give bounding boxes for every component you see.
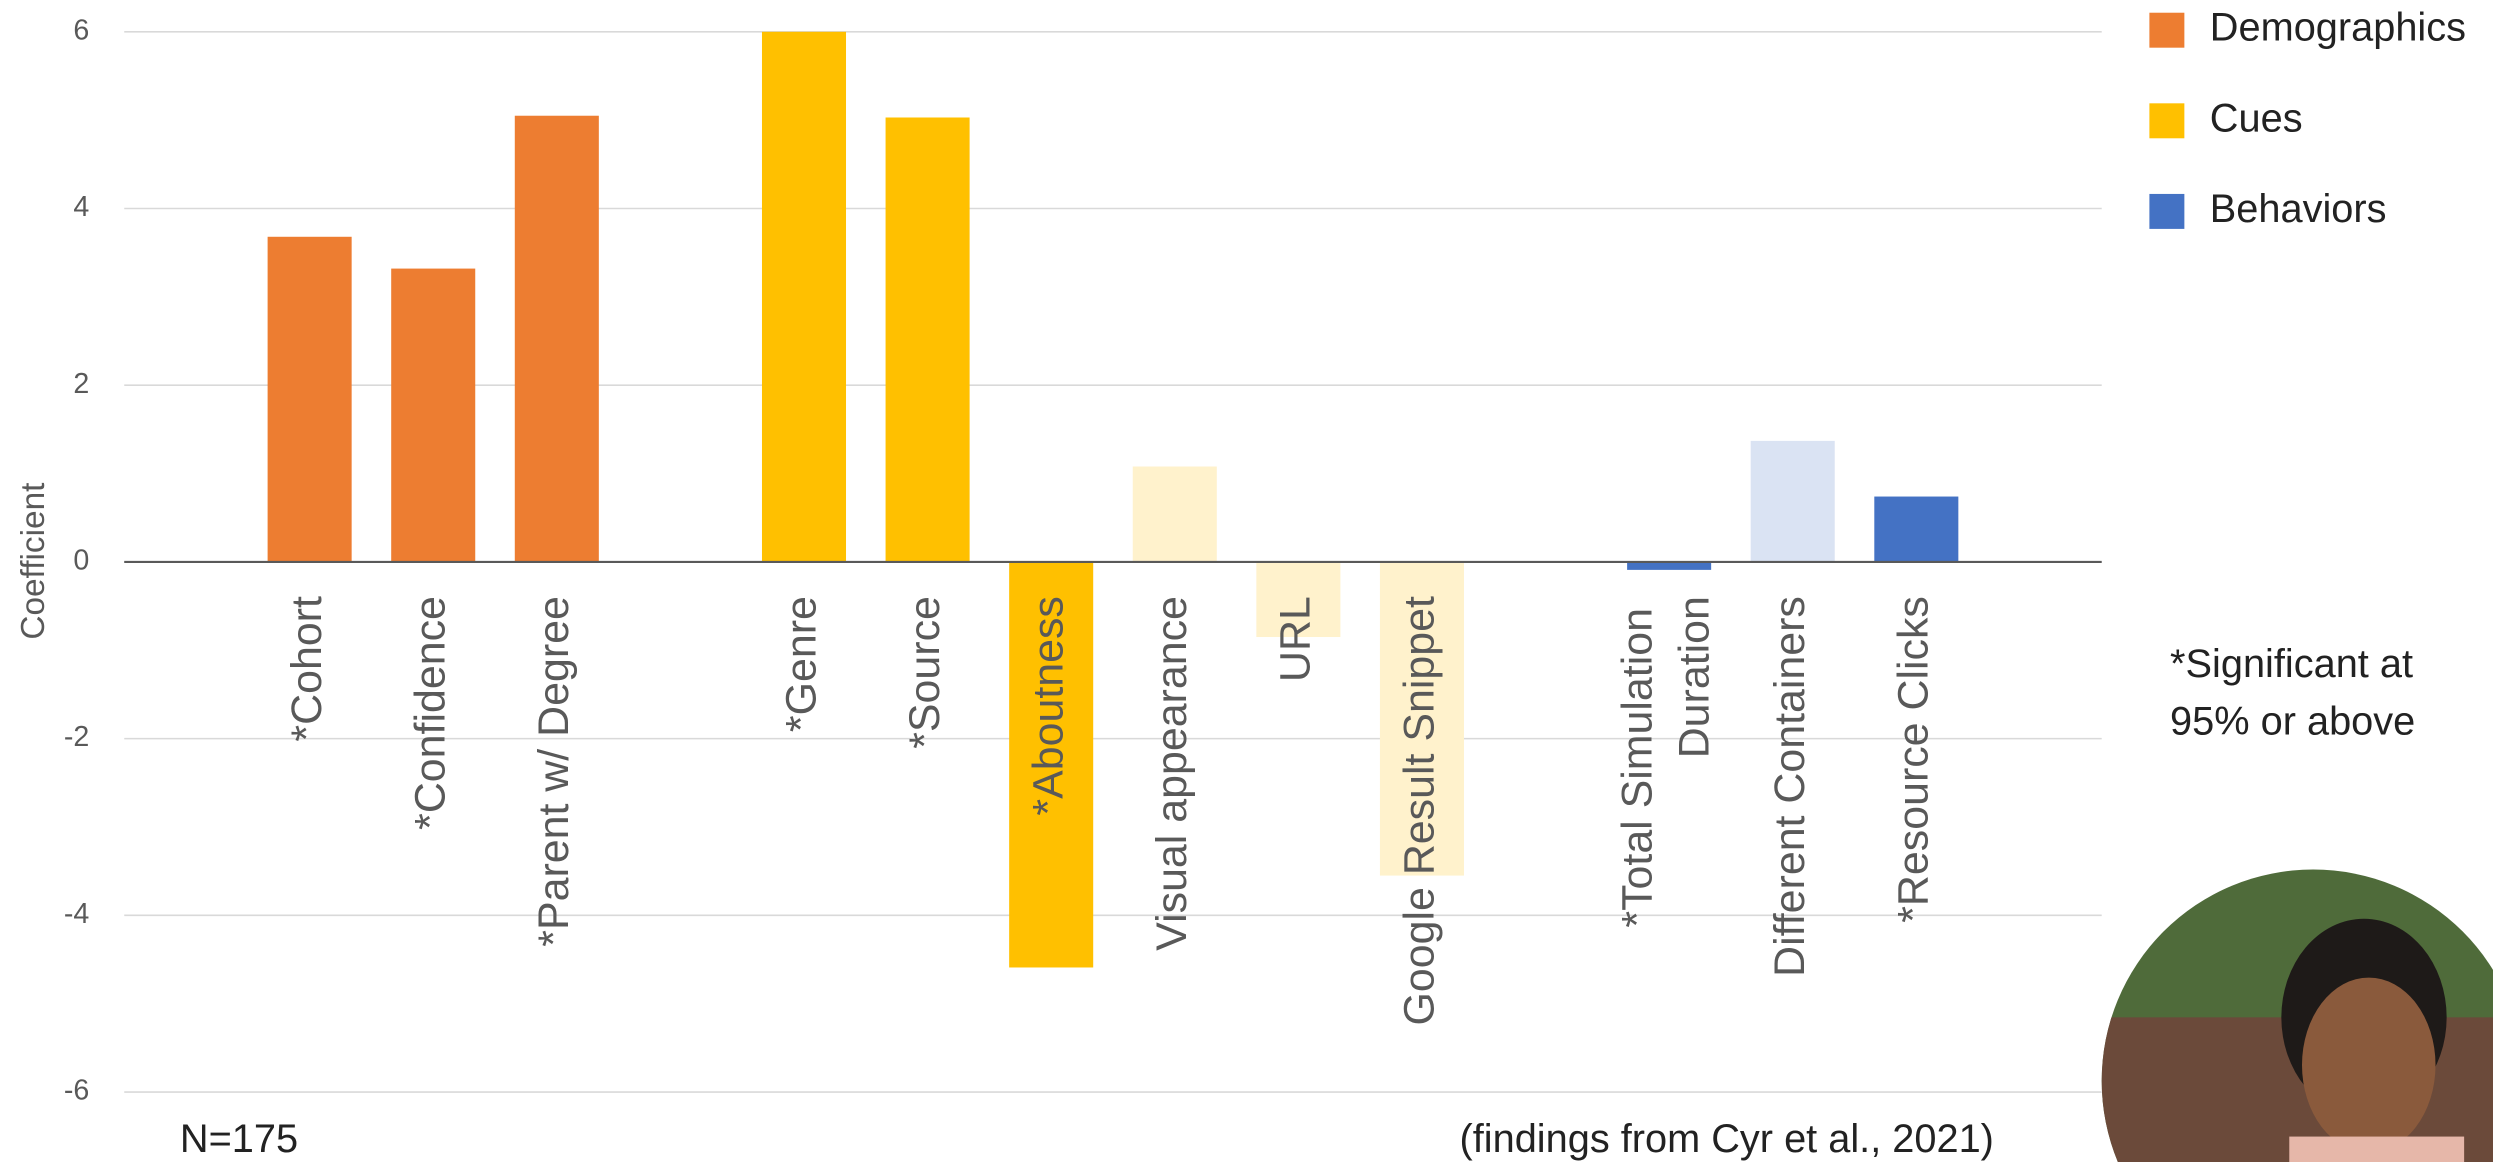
bar — [391, 268, 476, 562]
y-tick-label: 6 — [73, 14, 89, 46]
x-tick-label: *Source — [901, 596, 949, 749]
bar — [514, 115, 599, 562]
bar — [1379, 561, 1464, 876]
legend-swatch — [2149, 103, 2185, 139]
significance-note: *Significant at 95% or above — [2170, 642, 2424, 743]
bar — [1132, 466, 1217, 562]
legend-label: Cues — [2210, 96, 2303, 140]
x-tick-label: *Resource Clicks — [1890, 596, 1938, 923]
source-note: (findings from Cyr et al., 2021) — [1460, 1117, 1994, 1161]
y-tick-label: -2 — [64, 721, 89, 753]
legend-swatch — [2149, 193, 2185, 229]
legend-swatch — [2149, 12, 2185, 48]
x-tick-label: Google Result Snippet — [1395, 596, 1443, 1025]
bar — [267, 236, 352, 562]
bar — [1627, 561, 1712, 570]
sample-size: N=175 — [180, 1117, 298, 1161]
y-axis-title: Coefficient — [15, 482, 52, 640]
y-tick-label: 0 — [73, 544, 89, 576]
x-tick-label: *Genre — [777, 596, 825, 732]
bar — [1256, 561, 1341, 638]
x-tick-label: URL — [1272, 596, 1320, 682]
x-tick-label: Visual appearance — [1148, 596, 1196, 951]
x-tick-label: *Confidence — [407, 596, 455, 830]
bar — [885, 117, 970, 562]
y-tick-label: -6 — [64, 1075, 89, 1107]
y-tick-label: 4 — [73, 191, 89, 223]
photo — [2101, 869, 2493, 1162]
y-tick-label: 2 — [73, 368, 89, 400]
y-tick-label: -4 — [64, 898, 90, 930]
x-tick-label: Different Containers — [1766, 596, 1814, 977]
bar — [761, 31, 847, 562]
legend-label: Behaviors — [2210, 187, 2387, 231]
x-tick-label: *Cohort — [283, 596, 331, 742]
x-tick-label: *Aboutness — [1025, 596, 1073, 815]
bar — [1750, 440, 1835, 562]
bar — [1009, 561, 1094, 968]
x-tick-label: *Parent w/ Degree — [530, 596, 578, 947]
bar — [1874, 496, 1959, 562]
x-tick-label: *Total Simulation Duration — [1614, 596, 1719, 928]
legend-label: Demographics — [2210, 6, 2466, 50]
